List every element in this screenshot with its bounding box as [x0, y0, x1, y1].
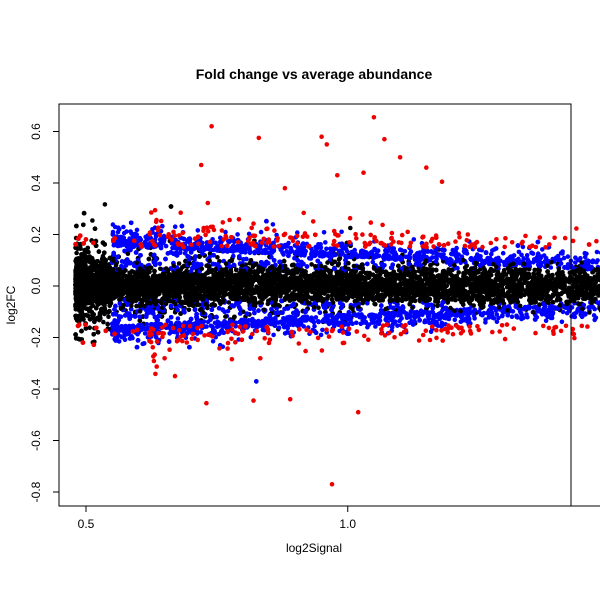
data-point-not-significant — [106, 315, 111, 320]
chart-title: Fold change vs average abundance — [196, 66, 433, 82]
data-point-not-significant — [177, 261, 182, 266]
data-point-not-significant — [187, 308, 192, 313]
data-point-not-significant — [101, 320, 106, 325]
data-point-not-significant — [103, 202, 108, 207]
data-point-not-significant — [348, 226, 353, 231]
data-point-not-significant — [90, 218, 95, 223]
data-point-not-significant — [74, 251, 79, 256]
